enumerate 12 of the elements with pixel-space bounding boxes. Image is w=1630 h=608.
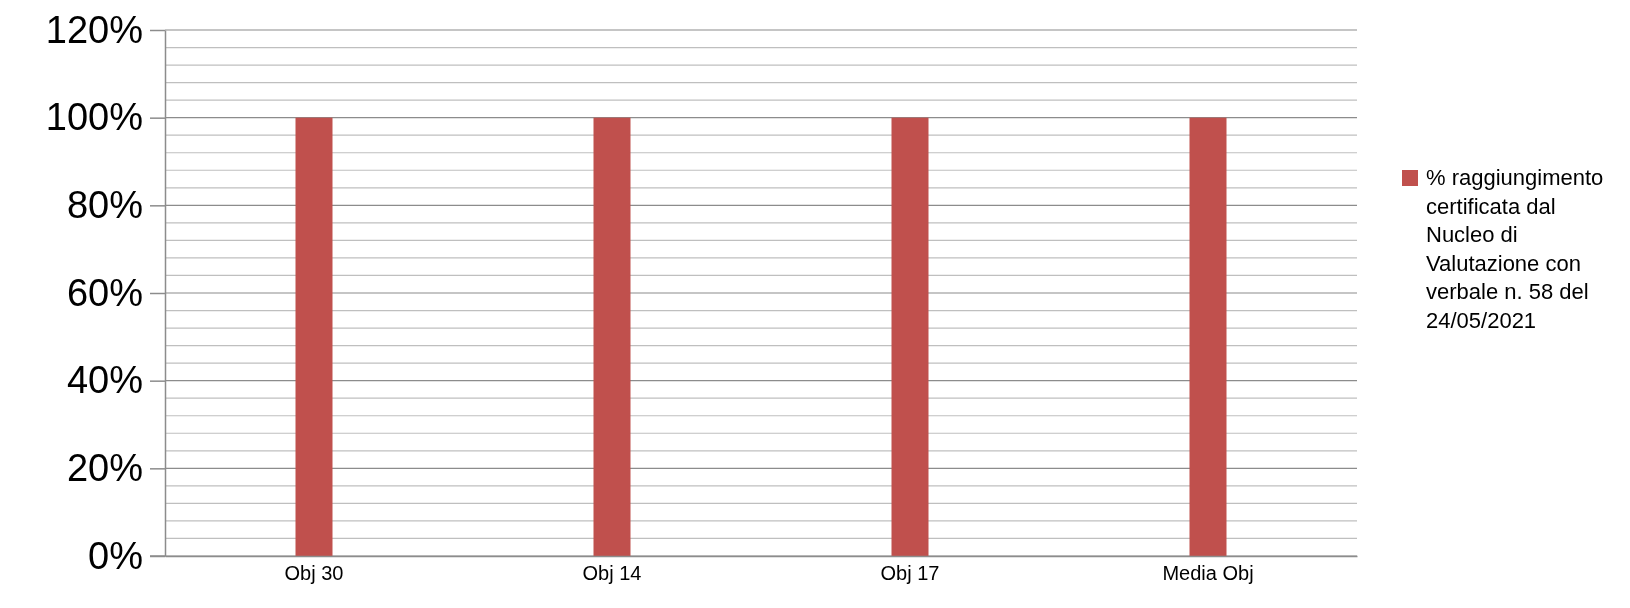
y-tick-label: 120% (45, 8, 143, 51)
y-tick-label: 80% (66, 183, 143, 226)
x-tick-label: Media Obj (1162, 562, 1254, 585)
x-tick-label: Obj 30 (284, 562, 344, 585)
y-tick-label: 60% (66, 271, 143, 314)
legend-label: % raggiungimento certificata dal Nucleo di Valutazione con verbale n. 58 del 24/05/2021 (1426, 165, 1604, 333)
x-tick-label: Obj 14 (582, 562, 642, 585)
y-tick-label: 20% (66, 446, 143, 489)
x-tick-label: Obj 17 (880, 562, 940, 585)
y-tick-label: 100% (45, 96, 143, 139)
y-tick-label: 40% (66, 359, 143, 402)
y-tick-label: 0% (88, 534, 143, 577)
